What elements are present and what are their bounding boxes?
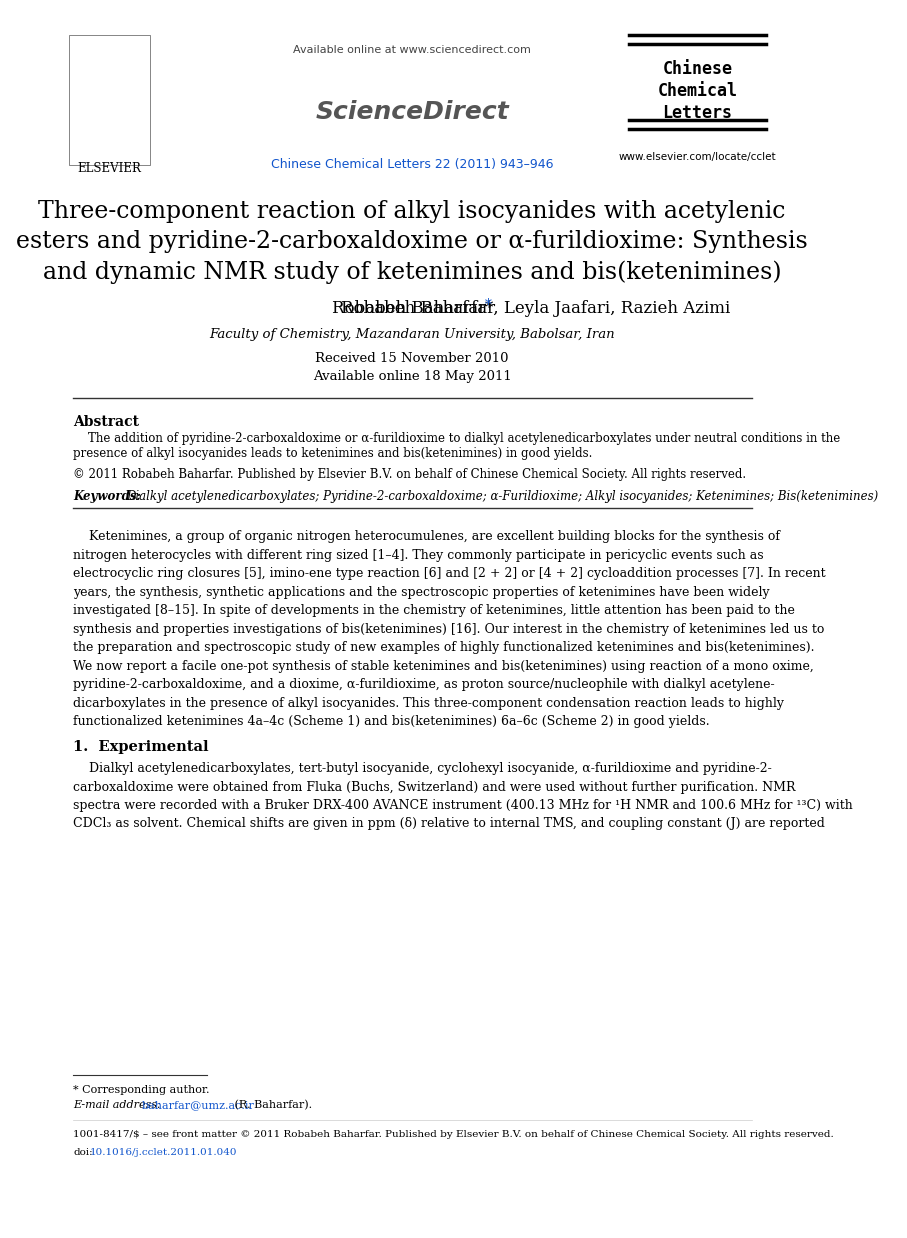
Text: Ketenimines, a group of organic nitrogen heterocumulenes, are excellent building: Ketenimines, a group of organic nitrogen… [73, 530, 825, 728]
Text: Robabeh Baharfar: Robabeh Baharfar [332, 300, 492, 317]
Text: *: * [485, 298, 492, 312]
Text: esters and pyridine-2-carboxaldoxime or α-furildioxime: Synthesis: esters and pyridine-2-carboxaldoxime or … [16, 230, 808, 253]
Text: ELSEVIER: ELSEVIER [78, 162, 141, 175]
Text: Chemical: Chemical [658, 82, 737, 100]
Text: 1.  Experimental: 1. Experimental [73, 740, 209, 754]
Text: baharfar@umz.ac.ir: baharfar@umz.ac.ir [142, 1101, 255, 1110]
Text: ScienceDirect: ScienceDirect [316, 100, 509, 124]
Text: Available online at www.sciencedirect.com: Available online at www.sciencedirect.co… [293, 45, 531, 54]
Text: doi:: doi: [73, 1148, 93, 1158]
Text: 1001-8417/$ – see front matter © 2011 Robabeh Baharfar. Published by Elsevier B.: 1001-8417/$ – see front matter © 2011 Ro… [73, 1130, 834, 1139]
Text: Chinese: Chinese [662, 59, 733, 78]
Text: (R. Baharfar).: (R. Baharfar). [231, 1101, 312, 1110]
Text: E-mail address:: E-mail address: [73, 1101, 164, 1110]
Text: Abstract: Abstract [73, 415, 139, 430]
Text: * Corresponding author.: * Corresponding author. [73, 1084, 210, 1094]
Text: Letters: Letters [662, 104, 733, 123]
Text: Dialkyl acetylenedicarboxylates; Pyridine-2-carboxaldoxime; α-Furildioxime; Alky: Dialkyl acetylenedicarboxylates; Pyridin… [126, 490, 878, 503]
Text: Keywords:: Keywords: [73, 490, 141, 503]
Text: and dynamic NMR study of ketenimines and bis(ketenimines): and dynamic NMR study of ketenimines and… [43, 260, 782, 284]
Text: 10.1016/j.cclet.2011.01.040: 10.1016/j.cclet.2011.01.040 [90, 1148, 237, 1158]
Text: Dialkyl acetylenedicarboxylates, tert-butyl isocyanide, cyclohexyl isocyanide, α: Dialkyl acetylenedicarboxylates, tert-bu… [73, 763, 853, 831]
Text: Chinese Chemical Letters 22 (2011) 943–946: Chinese Chemical Letters 22 (2011) 943–9… [271, 158, 553, 171]
Text: The addition of pyridine-2-carboxaldoxime or α-furildioxime to dialkyl acetylene: The addition of pyridine-2-carboxaldoxim… [73, 432, 841, 461]
Text: Robabeh Baharfar: Robabeh Baharfar [341, 300, 495, 317]
Text: *, Leyla Jaafari, Razieh Azimi: *, Leyla Jaafari, Razieh Azimi [485, 300, 730, 317]
Text: Three-component reaction of alkyl isocyanides with acetylenic: Three-component reaction of alkyl isocya… [38, 201, 785, 223]
Bar [69, 35, 151, 165]
Text: www.elsevier.com/locate/cclet: www.elsevier.com/locate/cclet [619, 152, 776, 162]
Text: Received 15 November 2010: Received 15 November 2010 [316, 352, 509, 365]
Text: Faculty of Chemistry, Mazandaran University, Babolsar, Iran: Faculty of Chemistry, Mazandaran Univers… [210, 328, 615, 340]
Text: Available online 18 May 2011: Available online 18 May 2011 [313, 370, 512, 383]
Text: © 2011 Robabeh Baharfar. Published by Elsevier B.V. on behalf of Chinese Chemica: © 2011 Robabeh Baharfar. Published by El… [73, 468, 746, 482]
